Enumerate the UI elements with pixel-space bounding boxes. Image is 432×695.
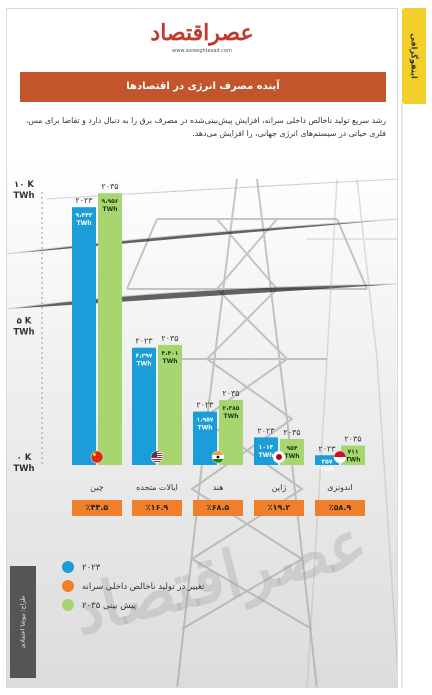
bar-value-label: ۲،۳۸۵: [223, 405, 240, 412]
bar-value-label: ۳۵۷: [322, 458, 333, 465]
bar-value-label: TWh: [163, 358, 178, 365]
brand-logo: عصراقتصاد www.asreeghtesad.com: [6, 20, 398, 54]
bar-2035: [158, 344, 182, 465]
bar-value-label: ۱۰۱۳: [259, 444, 274, 451]
bar-year-label: ۲۰۳۵: [161, 334, 178, 343]
y-tick-label: ۱۰ K: [14, 180, 34, 190]
designer-credit: طراح: نیوشا اعتمادی: [10, 566, 36, 678]
gdp-change-badge: ٪۵۸.۹: [315, 500, 365, 516]
y-tick-label: ۰ K: [17, 453, 32, 463]
bar-value-label: ۹،۹۵۶: [102, 198, 119, 205]
infographic-side-tab: اینفوگرافی: [402, 8, 426, 104]
y-tick-label: TWh: [13, 464, 34, 474]
bar-value-label: ۴،۴۰۱: [162, 350, 179, 357]
category-label: ژاپن: [272, 483, 287, 492]
category-label: اندونزی: [327, 483, 352, 492]
bar-year-label: ۲۰۲۳: [75, 196, 93, 205]
china-flag-icon: [90, 450, 104, 464]
bar-2035: [341, 445, 365, 465]
bar-year-label: ۲۰۲۳: [196, 401, 214, 410]
chart-description: رشد سریع تولید ناخالص داخلی سرانه، افزای…: [25, 116, 386, 138]
bar-value-label: TWh: [77, 220, 92, 227]
bar-year-label: ۲۰۳۵: [101, 182, 118, 191]
bar-value-label: TWh: [285, 453, 300, 460]
japan-flag-icon: [272, 450, 286, 464]
bar-value-label: TWh: [320, 466, 335, 473]
bar-year-label: ۲۰۲۳: [135, 337, 153, 346]
bar-year-label: ۲۰۲۳: [257, 426, 275, 435]
bar-value-label: ۴،۲۹۷: [136, 353, 153, 360]
side-rule: [401, 104, 403, 688]
bar-year-label: ۲۰۳۵: [222, 389, 239, 398]
y-tick-label: TWh: [13, 191, 34, 201]
legend-label-gdp-change: تغییر در تولید ناخالص داخلی سرانه: [82, 582, 205, 592]
bar-value-label: TWh: [198, 425, 213, 432]
category-label: هند: [213, 483, 224, 492]
india-flag-icon: [211, 450, 225, 464]
page-title: آینده مصرف انرژی در اقتصادها: [20, 72, 386, 102]
bar-2023: [72, 207, 96, 465]
legend-swatch-2023: [62, 561, 74, 573]
usa-flag-icon: [150, 450, 164, 464]
gdp-change-badge: ٪۱۹.۲: [254, 500, 304, 516]
category-label: چین: [90, 483, 104, 492]
bar-2023: [315, 455, 339, 465]
bar-2023: [132, 347, 156, 465]
bar-year-label: ۲۰۲۳: [318, 444, 336, 453]
category-label: ایالات متحده: [136, 483, 178, 492]
bar-value-label: TWh: [259, 452, 274, 459]
bar-value-label: ۷۱۱: [348, 449, 359, 456]
gdp-change-badge: ٪۱۶.۹: [132, 500, 182, 516]
y-tick-label: ۵ K: [17, 317, 32, 327]
indonesia-flag-icon: [333, 450, 347, 464]
legend-swatch-gdp-change: [62, 580, 74, 592]
legend-label-2023: ۲۰۲۳: [82, 563, 101, 573]
legend-swatch-2035: [62, 599, 74, 611]
bar-2035: [98, 193, 122, 465]
bar-value-label: TWh: [224, 413, 239, 420]
brand-logo-url: www.asreeghtesad.com: [172, 48, 232, 54]
bar-value-label: ۱،۹۵۷: [197, 417, 214, 424]
gdp-change-badge: ٪۴۴.۵: [72, 500, 122, 516]
bar-year-label: ۲۰۳۵: [344, 435, 361, 444]
bar-value-label: ۹،۴۴۳: [76, 212, 93, 219]
bar-year-label: ۲۰۳۵: [283, 428, 300, 437]
gdp-change-badge: ٪۶۸.۵: [193, 500, 243, 516]
brand-logo-wordmark: عصراقتصاد: [150, 20, 254, 46]
bar-value-label: TWh: [346, 457, 361, 464]
legend-label-2035: پیش بینی ۲۰۳۵: [82, 601, 137, 611]
y-tick-label: TWh: [13, 328, 34, 338]
bar-value-label: TWh: [103, 206, 118, 213]
bar-value-label: TWh: [137, 361, 152, 368]
bar-value-label: ۹۵۴: [287, 445, 298, 452]
